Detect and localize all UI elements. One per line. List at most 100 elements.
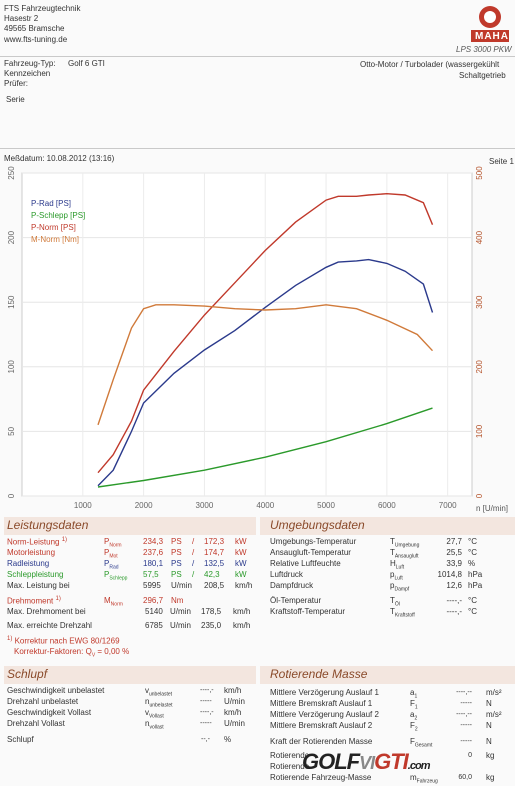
rotierende-row-value: 0 <box>468 752 472 759</box>
umgebung-row-value: 12,6 <box>446 581 462 590</box>
umgebung-row-unit: hPa <box>468 570 483 579</box>
slip-unit: % <box>224 735 232 744</box>
y-left-tick-label: 50 <box>7 426 16 435</box>
rotierende-row-value: ----- <box>460 722 472 729</box>
series-line <box>97 192 434 474</box>
umgebung-row-symbol: TUmgebung <box>390 537 420 549</box>
leistung-row-value1: 237,6 <box>143 548 164 557</box>
series-line <box>97 304 434 426</box>
leistung-row-unit1: PS <box>171 548 182 557</box>
y-left-tick-label: 0 <box>7 493 16 498</box>
umgebung-row-label: Relative Luftfeuchte <box>270 559 341 568</box>
schlupf-row-symbol: vVollast <box>145 708 164 720</box>
rotierende-row-unit: N <box>486 737 492 746</box>
leistung-header: Leistungsdaten <box>7 518 89 532</box>
page-label: Seite 1 <box>489 157 514 166</box>
umgebung-row-label: Ansaugluft-Temperatur <box>270 548 351 557</box>
y-right-tick-label: 0 <box>475 493 484 498</box>
umgebung-row-value: 27,7 <box>446 537 462 546</box>
y-left-tick-label: 100 <box>7 360 16 374</box>
schlupf-row-symbol: vunbelastet <box>145 686 173 698</box>
umgebung-row-unit: hPa <box>468 581 483 590</box>
schlupf-row-value: ----,- <box>200 709 214 716</box>
maha-logo: MAHA <box>470 4 510 44</box>
legend-item: P-Norm [PS] <box>31 223 76 232</box>
max-rpm-unit: U/min <box>170 621 191 630</box>
series-line <box>97 258 434 487</box>
leistung-row-label: Norm-Leistung 1) <box>7 537 68 547</box>
umgebung-row-unit: °C <box>468 607 477 616</box>
x-tick-label: 6000 <box>378 501 396 510</box>
leistung-row-unit2: kW <box>235 548 247 557</box>
logo-model: LPS 3000 PKW <box>456 45 512 54</box>
y-right-tick-label: 400 <box>475 230 484 244</box>
schlupf-row-label: Drehzahl unbelastet <box>7 697 79 706</box>
x-tick-label: 1000 <box>74 501 92 510</box>
leistung-row-value2: 42,3 <box>204 570 220 579</box>
leistung-row-symbol: PSchlepp <box>104 570 128 582</box>
umgebung-row-value: ----,- <box>446 596 462 605</box>
leistung-row-unit2: kW <box>235 570 247 579</box>
y-right-tick-label: 300 <box>475 295 484 309</box>
company-web: www.fts-tuning.de <box>4 35 68 44</box>
gearbox: Schaltgetrieb <box>459 71 506 80</box>
rotierende-row-unit: N <box>486 699 492 708</box>
slip-label: Schlupf <box>7 735 34 744</box>
leistung-row-slash: / <box>192 570 195 579</box>
leistung-row-unit2: kW <box>235 559 247 568</box>
leistung-row-label: Schleppleistung <box>7 570 64 579</box>
legend-item: P-Rad [PS] <box>31 199 71 208</box>
schlupf-row-value: ----- <box>200 720 212 727</box>
rotierende-row-label: Rotierende Fahrzeug-Masse <box>270 773 372 782</box>
umgebung-row-unit: °C <box>468 537 477 546</box>
series-line <box>97 407 433 488</box>
y-left-tick-label: 150 <box>7 295 16 309</box>
rotierende-row-value: ----,-- <box>456 711 472 718</box>
rotierende-row-unit: N <box>486 721 492 730</box>
rotierende-row-symbol: a2 <box>410 710 418 722</box>
schlupf-row-unit: U/min <box>224 719 245 728</box>
rotierende-row-label: Mittlere Verzögerung Auslauf 2 <box>270 710 379 719</box>
umgebung-row-symbol: TKraftstoff <box>390 607 415 619</box>
slip-value: --,- <box>201 736 210 743</box>
leistung-row-value1: 180,1 <box>143 559 164 568</box>
leistung-row-value2: 174,7 <box>204 548 225 557</box>
drehmoment-unit: Nm <box>171 596 184 605</box>
umgebung-row-symbol: TÖl <box>390 596 400 608</box>
umgebung-header: Umgebungsdaten <box>270 518 365 532</box>
examiner-label: Prüfer: <box>4 79 29 88</box>
max-rpm-speed: 235,0 <box>201 621 222 630</box>
y-left-tick-label: 200 <box>7 230 16 244</box>
leistung-row-value1: 234,3 <box>143 537 164 546</box>
rotierende-row-symbol: F2 <box>410 721 418 733</box>
umgebung-row-label: Umgebungs-Temperatur <box>270 537 357 546</box>
korrektur-faktor: Korrektur-Faktoren: QV = 0,00 % <box>14 647 130 659</box>
vehicle-type-label: Fahrzeug-Typ: <box>4 59 56 68</box>
umgebung-row-symbol: TAnsaugluft <box>390 548 419 560</box>
schlupf-row-unit: km/h <box>224 686 242 695</box>
leistung-row-value1: 5995 <box>143 581 161 590</box>
leistung-row-slash: / <box>192 537 195 546</box>
max-dreh-speed: 178,5 <box>201 607 222 616</box>
legend-item: P-Schlepp [PS] <box>31 211 85 220</box>
leistung-row-value2: 208,5 <box>204 581 225 590</box>
max-rpm-label: Max. erreichte Drehzahl <box>7 621 92 630</box>
umgebung-row-unit: °C <box>468 548 477 557</box>
umgebung-row-value: 33,9 <box>446 559 462 568</box>
leistung-row-unit1: PS <box>171 559 182 568</box>
drehmoment-symbol: MNorm <box>104 596 123 608</box>
leistung-row-slash: / <box>192 548 195 557</box>
umgebung-row-label: Kraftstoff-Temperatur <box>270 607 345 616</box>
schlupf-row-value: ----,- <box>200 687 214 694</box>
x-tick-label: 5000 <box>317 501 335 510</box>
leistung-row-symbol: PMot <box>104 548 118 560</box>
company-name: FTS Fahrzeugtechnik <box>4 4 81 13</box>
korrektur-note: 1) Korrektur nach EWG 80/1269 <box>7 636 120 646</box>
leistung-row-slash: / <box>192 559 195 568</box>
rotierende-row-symbol: mFahrzeug <box>410 773 438 785</box>
y-left-tick-label: 250 <box>7 166 16 180</box>
max-dreh-speed-unit: km/h <box>233 607 251 616</box>
schlupf-row-value: ----- <box>200 698 212 705</box>
leistung-row-unit1: U/min <box>171 581 192 590</box>
rotierende-row-symbol: FGesamt <box>410 737 433 749</box>
